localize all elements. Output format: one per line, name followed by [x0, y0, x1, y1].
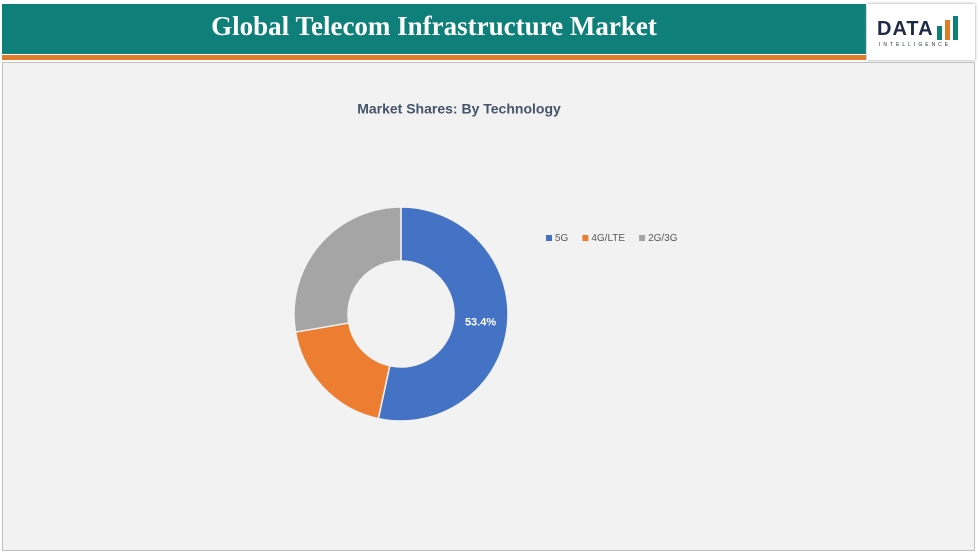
logo-icon [937, 16, 958, 40]
header-bar [2, 4, 866, 54]
logo-main: DATA [877, 18, 934, 40]
donut-segment [377, 206, 509, 422]
chart-title: Market Shares: By Technology [357, 101, 561, 117]
legend-label: 2G/3G [648, 233, 678, 244]
legend-label: 5G [555, 233, 569, 244]
legend-label: 4G/LTE [591, 233, 625, 244]
chart-panel: Market Shares: By Technology 53.4% 5G 4G/L… [2, 62, 975, 551]
legend-swatch [546, 235, 552, 241]
legend-swatch [582, 235, 589, 241]
data-label: 53.4% [465, 316, 496, 328]
logo-sub: INTELLIGENCE [879, 42, 952, 48]
page-title: Global Telecom Infrastructure Market [211, 11, 657, 41]
legend-swatch [639, 235, 646, 241]
header-accent [2, 55, 866, 60]
chart: Market Shares: By Technology 53.4% 5G 4G/L… [293, 101, 678, 422]
donut-segment [293, 206, 402, 333]
donut-segment [294, 322, 391, 420]
logo: DATA INTELLIGENCE [867, 4, 975, 60]
